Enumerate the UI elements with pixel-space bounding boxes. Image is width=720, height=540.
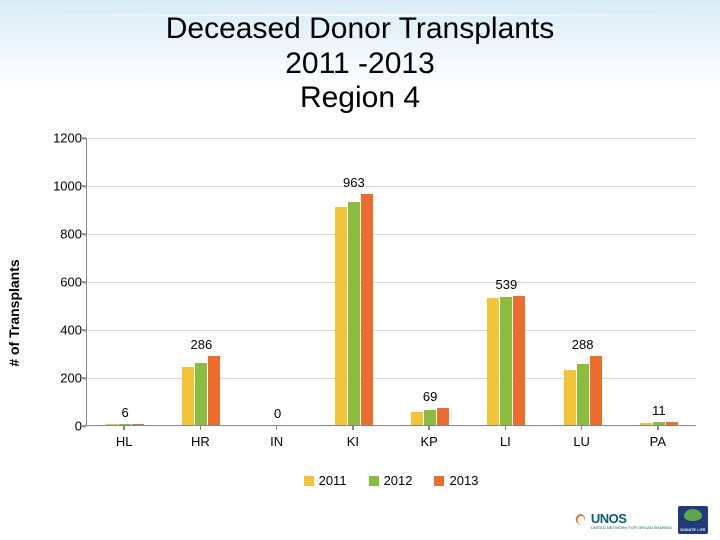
x-tick-label: HL: [116, 434, 133, 449]
bar: [590, 356, 602, 425]
unos-tagline: UNITED NETWORK FOR ORGAN SHARING: [591, 526, 672, 530]
donate-life-logo: [678, 506, 708, 534]
value-label: 286: [191, 337, 213, 352]
x-tick-label: KP: [420, 434, 437, 449]
bar: [564, 370, 576, 425]
legend-label: 2013: [449, 473, 478, 488]
bar-group: [335, 194, 373, 425]
y-tick-mark: [82, 185, 86, 187]
y-tick-label: 200: [46, 371, 82, 386]
bar: [335, 207, 347, 425]
value-label: 6: [122, 405, 129, 420]
y-tick-mark: [82, 425, 86, 427]
value-label: 69: [423, 389, 437, 404]
chart-container: # of Transplants 628609636953928811 0200…: [36, 138, 696, 488]
bar: [424, 410, 436, 425]
gridline: [87, 330, 696, 331]
bar: [653, 422, 665, 425]
bar-group: [564, 356, 602, 425]
legend-label: 2011: [319, 473, 347, 488]
unos-text: UNOS: [591, 511, 627, 526]
value-label: 288: [572, 337, 594, 352]
bar: [208, 356, 220, 425]
bar: [182, 367, 194, 425]
y-tick-label: 800: [46, 227, 82, 242]
x-tick-mark: [200, 426, 202, 430]
bar-group: [411, 408, 449, 425]
legend-swatch: [369, 476, 379, 486]
bar: [195, 363, 207, 425]
bar: [487, 298, 499, 425]
bar: [361, 194, 373, 425]
page-title: Deceased Donor Transplants 2011 -2013 Re…: [0, 12, 720, 116]
x-tick-label: PA: [650, 434, 666, 449]
legend-swatch: [304, 476, 314, 486]
x-tick-mark: [276, 426, 278, 430]
y-tick-mark: [82, 233, 86, 235]
value-label: 0: [274, 406, 281, 421]
y-tick-mark: [82, 137, 86, 139]
bar: [640, 423, 652, 425]
y-tick-mark: [82, 329, 86, 331]
bar-group: [182, 356, 220, 425]
plot-area: 6 286 0 963 69 539 288 11: [86, 138, 696, 426]
gridline: [87, 186, 696, 187]
bar: [411, 412, 423, 425]
value-label: 11: [652, 403, 666, 418]
footer-logos: UNOS UNITED NETWORK FOR ORGAN SHARING: [574, 506, 708, 534]
x-tick-label: LU: [573, 434, 590, 449]
x-tick-label: LI: [500, 434, 511, 449]
y-tick-label: 1200: [46, 131, 82, 146]
gridline: [87, 282, 696, 283]
bar: [132, 424, 144, 425]
x-tick-mark: [123, 426, 125, 430]
bar: [666, 422, 678, 425]
y-tick-mark: [82, 281, 86, 283]
x-tick-label: HR: [191, 434, 210, 449]
x-tick-mark: [581, 426, 583, 430]
bar: [437, 408, 449, 425]
legend-item: 2012: [369, 473, 413, 488]
x-tick-label: KI: [347, 434, 359, 449]
y-tick-label: 600: [46, 275, 82, 290]
legend-swatch: [434, 476, 444, 486]
y-tick-label: 0: [46, 419, 82, 434]
y-tick-mark: [82, 377, 86, 379]
unos-swirl-icon: [574, 513, 588, 527]
x-tick-label: IN: [270, 434, 283, 449]
bar: [577, 364, 589, 425]
value-label: 539: [496, 277, 518, 292]
bar: [119, 424, 131, 425]
bar: [513, 296, 525, 425]
value-label: 963: [343, 175, 365, 190]
x-tick-mark: [505, 426, 507, 430]
x-tick-mark: [657, 426, 659, 430]
y-tick-label: 400: [46, 323, 82, 338]
bar-group: [640, 422, 678, 425]
legend-item: 2011: [304, 473, 347, 488]
unos-logo: UNOS UNITED NETWORK FOR ORGAN SHARING: [574, 511, 672, 530]
legend-item: 2013: [434, 473, 478, 488]
bar: [106, 424, 118, 425]
gridline: [87, 234, 696, 235]
legend: 2011 2012 2013: [86, 473, 696, 488]
x-tick-mark: [352, 426, 354, 430]
bar: [500, 297, 512, 425]
y-tick-label: 1000: [46, 179, 82, 194]
gridline: [87, 138, 696, 139]
gridline: [87, 378, 696, 379]
bar-group: [106, 424, 144, 425]
bar: [348, 202, 360, 425]
y-axis-label: # of Transplants: [6, 259, 22, 366]
x-tick-mark: [428, 426, 430, 430]
legend-label: 2012: [384, 473, 413, 488]
bar-group: [487, 296, 525, 425]
